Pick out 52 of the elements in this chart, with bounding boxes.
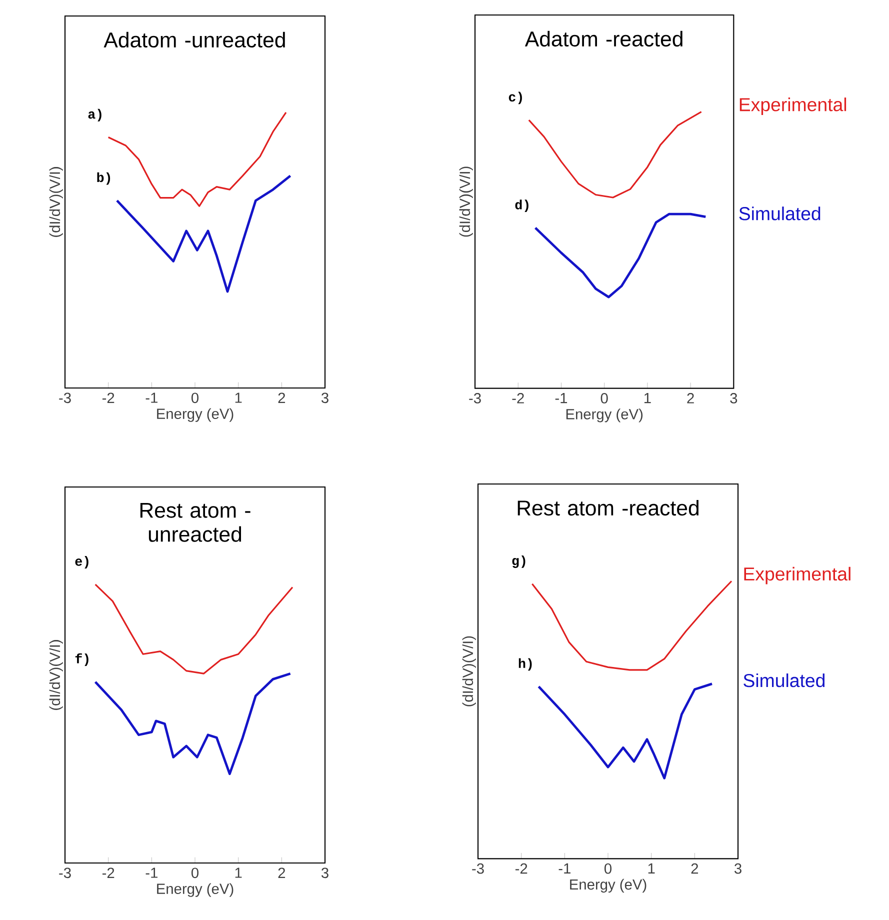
text: e) [75,556,88,568]
x-tick-label: 1 [235,868,242,878]
x-tick-label: 2 [278,392,286,403]
x-axis-title: Energy (eV) [570,878,646,893]
y-axis-title: (dI/dV)(V/I) [49,167,63,237]
x-tick-label: -3 [472,863,484,874]
x-tick-label: 1 [644,393,651,404]
series-label: Experimental [744,566,850,584]
x-tick-label: -1 [555,393,568,404]
annotation: d) [515,200,528,212]
text: g) [512,555,526,568]
x-tick-label: -2 [102,392,114,403]
x-tick-label: -1 [146,392,158,403]
x-tick-label: 0 [191,868,198,878]
x-tick-label: 2 [687,393,694,404]
annotation: a) [88,108,102,122]
annotation: f) [75,653,88,666]
x-tick-label: -2 [102,868,114,878]
x-tick-label: -1 [146,868,158,878]
x-tick-label: 2 [691,863,698,874]
chart-title: Adatom -unreacted [104,32,285,48]
x-tick-label: 1 [235,392,242,403]
y-axis-title: (dI/dV)(V/I) [459,166,473,237]
x-axis-title: Energy (eV) [566,408,643,422]
series-label: Simulated [744,673,825,688]
x-tick-label: -2 [515,863,528,874]
y-axis-title: (dI/dV)(V/I) [462,636,476,706]
x-tick-label: 0 [600,393,608,404]
x-tick-label: 1 [648,863,655,874]
y-axis-title: (dI/dV)(V/I) [49,640,63,710]
x-tick-label: -2 [512,393,524,404]
x-tick-label: -3 [59,868,71,878]
x-tick-label: 0 [191,392,198,404]
text: Experimental [740,98,846,115]
x-tick-label: 3 [734,863,742,874]
chart-title: Rest atom -reacted [518,500,698,516]
annotation: b) [97,172,110,185]
x-tick-label: 3 [321,868,328,878]
text: c) [508,92,522,104]
x-axis-title: Energy (eV) [157,883,234,897]
chart-title: Adatom -reacted [524,30,682,47]
x-axis-title: Energy (eV) [157,408,234,422]
x-tick-label: 3 [730,393,738,404]
annotation: h) [518,658,532,671]
x-tick-label: 0 [604,863,612,874]
x-tick-label: 3 [321,392,328,404]
x-tick-label: -3 [59,392,71,404]
x-tick-label: -3 [469,393,481,404]
x-tick-label: 2 [278,868,286,878]
x-tick-label: -1 [558,863,570,874]
series-label: Simulated [739,206,820,220]
chart-title: Rest atom -unreacted [140,502,250,542]
